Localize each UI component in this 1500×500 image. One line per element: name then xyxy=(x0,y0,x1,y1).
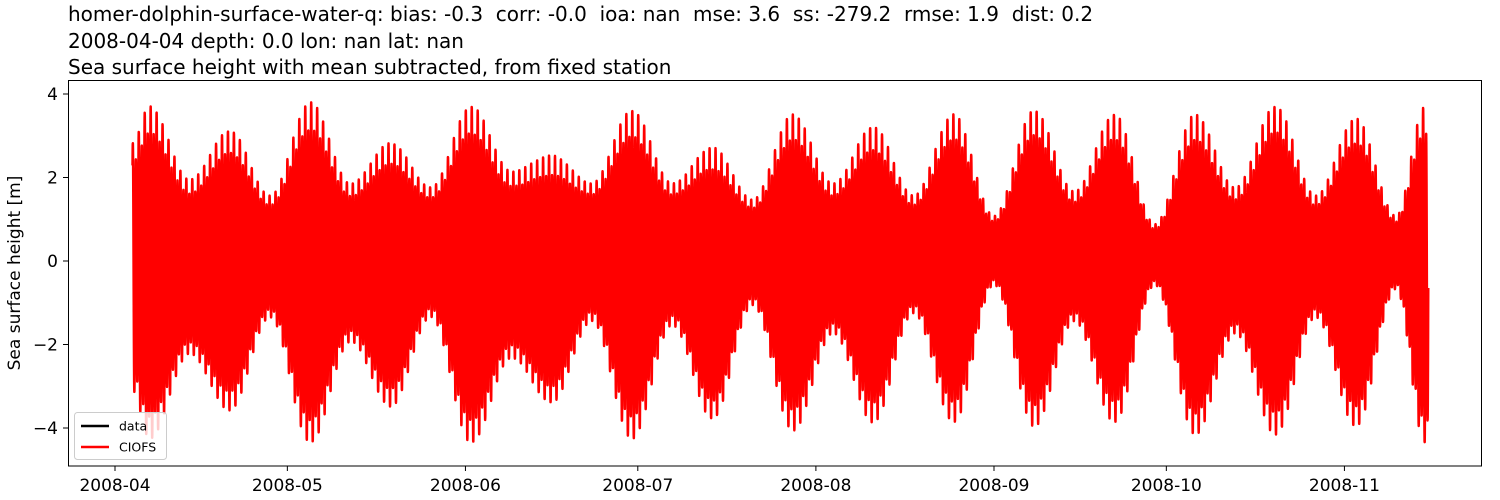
ciofs-series xyxy=(131,101,1430,444)
legend-ciofs-label: CIOFS xyxy=(119,440,156,455)
figure-title-location: 2008-04-04 depth: 0.0 lon: nan lat: nan xyxy=(68,29,464,53)
y-tick-label: −2 xyxy=(33,336,58,356)
y-tick-label: −4 xyxy=(33,419,58,439)
x-tick-label: 2008-04 xyxy=(79,476,150,496)
x-tick-label: 2008-09 xyxy=(958,476,1029,496)
axes-frame xyxy=(68,80,1482,467)
x-tick-label: 2008-08 xyxy=(780,476,851,496)
y-tick-label: 0 xyxy=(47,252,58,272)
x-tick-label: 2008-11 xyxy=(1309,476,1380,496)
y-axis: 4 2 0 −2 −4 xyxy=(33,85,68,439)
ciofs-line xyxy=(131,101,1430,444)
y-tick-label: 4 xyxy=(47,85,58,105)
x-tick-label: 2008-05 xyxy=(252,476,323,496)
x-axis: 2008-04 2008-05 2008-06 2008-07 2008-08 2008-… xyxy=(79,466,1380,496)
y-axis-label: Sea surface height [m] xyxy=(5,176,25,371)
figure-title-description: Sea surface height with mean subtracted,… xyxy=(68,55,672,79)
figure-title-stats: homer-dolphin-surface-water-q: bias: -0.… xyxy=(68,2,1094,26)
x-tick-label: 2008-07 xyxy=(602,476,673,496)
legend-data-label: data xyxy=(119,419,147,434)
legend: data CIOFS xyxy=(74,412,167,460)
y-tick-label: 2 xyxy=(47,169,58,189)
x-tick-label: 2008-06 xyxy=(430,476,501,496)
x-tick-label: 2008-10 xyxy=(1131,476,1202,496)
